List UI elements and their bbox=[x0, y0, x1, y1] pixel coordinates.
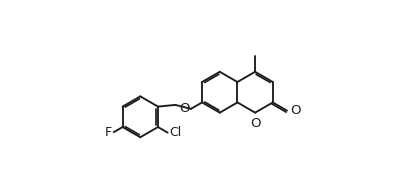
Text: O: O bbox=[180, 102, 190, 115]
Text: O: O bbox=[291, 104, 301, 117]
Text: O: O bbox=[250, 117, 261, 130]
Text: F: F bbox=[105, 126, 112, 139]
Text: Cl: Cl bbox=[169, 126, 181, 139]
